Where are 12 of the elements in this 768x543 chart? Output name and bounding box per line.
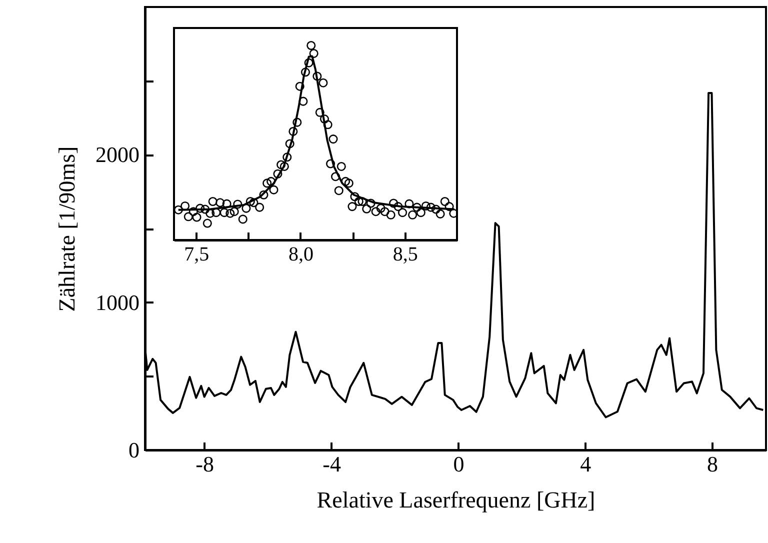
x-tick-label: 8,5 [392,244,418,266]
x-tick-label: 4 [580,452,592,476]
y-tick-label: 2000 [96,142,140,168]
x-tick-label: 8,0 [288,244,314,266]
x-tick-label: 0 [453,452,464,476]
y-axis-title: Zählrate [1/90ms] [54,146,80,312]
x-axis-title: Relative Laserfrequenz [GHz] [316,488,596,512]
y-tick-label: 1000 [96,290,140,315]
x-tick-label: -4 [322,452,341,476]
x-tick-label: 8 [707,452,718,476]
x-tick-label: -8 [196,452,214,476]
x-tick-label: 7,5 [184,244,210,266]
